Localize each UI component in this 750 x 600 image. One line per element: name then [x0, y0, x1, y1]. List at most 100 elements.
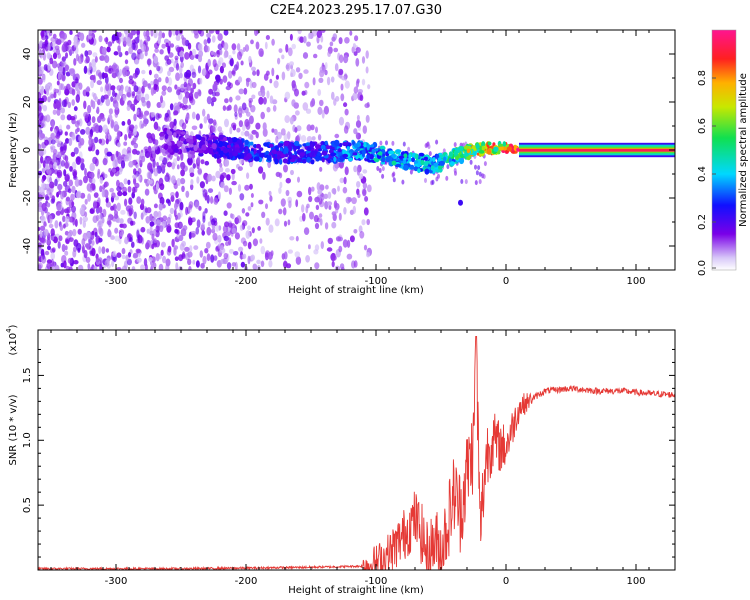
noise-speckle — [344, 108, 349, 116]
noise-speckle — [295, 67, 301, 73]
signal-blob — [366, 154, 370, 160]
noise-speckle — [206, 253, 211, 262]
noise-speckle — [165, 42, 169, 48]
noise-speckle — [256, 69, 260, 77]
noise-speckle — [155, 219, 162, 227]
signal-blob — [493, 146, 499, 152]
noise-speckle — [99, 185, 103, 193]
noise-speckle — [38, 185, 41, 191]
noise-speckle — [79, 216, 83, 225]
noise-speckle — [248, 100, 252, 108]
signal-blob — [348, 157, 353, 162]
noise-speckle — [38, 264, 42, 270]
noise-speckle — [284, 91, 291, 100]
noise-speckle — [280, 198, 286, 207]
noise-speckle — [464, 179, 468, 185]
noise-speckle — [83, 249, 88, 259]
noise-speckle — [242, 240, 248, 247]
noise-speckle — [82, 220, 87, 228]
noise-speckle — [98, 35, 103, 43]
noise-speckle — [222, 105, 227, 111]
noise-speckle — [212, 119, 217, 126]
signal-blob — [498, 146, 504, 151]
noise-speckle — [306, 136, 313, 143]
noise-speckle — [231, 213, 235, 220]
noise-speckle — [43, 64, 49, 71]
noise-speckle — [194, 91, 199, 99]
noise-speckle — [142, 118, 148, 127]
noise-speckle — [108, 108, 113, 115]
noise-speckle — [269, 195, 273, 202]
noise-speckle — [57, 183, 63, 191]
noise-speckle — [199, 250, 203, 258]
noise-speckle — [209, 30, 215, 34]
noise-speckle — [166, 223, 172, 233]
noise-speckle — [460, 179, 464, 184]
noise-speckle — [319, 66, 326, 74]
noise-speckle — [144, 34, 149, 40]
noise-speckle — [91, 116, 96, 124]
noise-speckle — [124, 85, 130, 93]
noise-speckle — [67, 232, 71, 239]
noise-speckle — [187, 251, 193, 258]
noise-speckle — [192, 259, 196, 265]
noise-speckle — [113, 64, 120, 73]
noise-speckle — [226, 174, 231, 181]
noise-speckle — [178, 234, 184, 242]
noise-speckle — [122, 68, 128, 77]
noise-speckle — [179, 201, 184, 211]
noise-speckle — [194, 201, 200, 210]
signal-blob — [339, 142, 343, 148]
noise-speckle — [63, 142, 67, 151]
noise-speckle — [47, 96, 51, 103]
noise-speckle — [124, 134, 128, 141]
signal-blob — [342, 149, 347, 155]
noise-speckle — [77, 228, 82, 235]
noise-speckle — [134, 37, 140, 44]
noise-speckle — [180, 161, 186, 170]
noise-speckle — [306, 124, 312, 132]
noise-speckle — [361, 78, 366, 86]
noise-speckle — [65, 138, 70, 144]
noise-speckle — [222, 75, 228, 83]
noise-speckle — [53, 129, 57, 137]
noise-speckle — [238, 88, 244, 95]
signal-blob — [327, 159, 332, 164]
noise-speckle — [93, 74, 96, 84]
noise-speckle — [125, 254, 129, 261]
noise-speckle — [49, 181, 55, 189]
noise-speckle — [157, 77, 162, 83]
noise-speckle — [365, 50, 369, 59]
x-tick-label: 0 — [503, 276, 509, 287]
noise-speckle — [105, 138, 109, 145]
noise-speckle — [357, 89, 363, 94]
noise-speckle — [157, 210, 162, 218]
noise-speckle — [210, 254, 215, 263]
noise-speckle — [285, 43, 289, 53]
signal-blob — [234, 147, 240, 153]
noise-speckle — [80, 192, 86, 199]
noise-speckle — [196, 176, 200, 184]
noise-speckle — [92, 52, 98, 58]
signal-blob — [163, 144, 168, 151]
noise-speckle — [191, 111, 196, 120]
noise-speckle — [152, 159, 156, 168]
noise-speckle — [241, 208, 246, 214]
noise-speckle — [146, 228, 150, 234]
noise-speckle — [64, 155, 69, 163]
noise-speckle — [313, 53, 318, 59]
noise-speckle — [166, 172, 169, 178]
noise-speckle — [366, 218, 371, 226]
signal-blob — [253, 156, 260, 162]
noise-speckle — [102, 208, 107, 218]
noise-speckle — [57, 72, 61, 81]
signal-blob — [486, 148, 492, 155]
noise-speckle — [206, 32, 212, 38]
noise-speckle — [42, 253, 45, 260]
noise-speckle — [344, 80, 350, 89]
noise-speckle — [169, 121, 175, 129]
noise-speckle — [338, 161, 344, 169]
x-tick-label: -200 — [235, 276, 258, 287]
noise-speckle — [132, 148, 138, 155]
noise-speckle — [217, 33, 223, 42]
